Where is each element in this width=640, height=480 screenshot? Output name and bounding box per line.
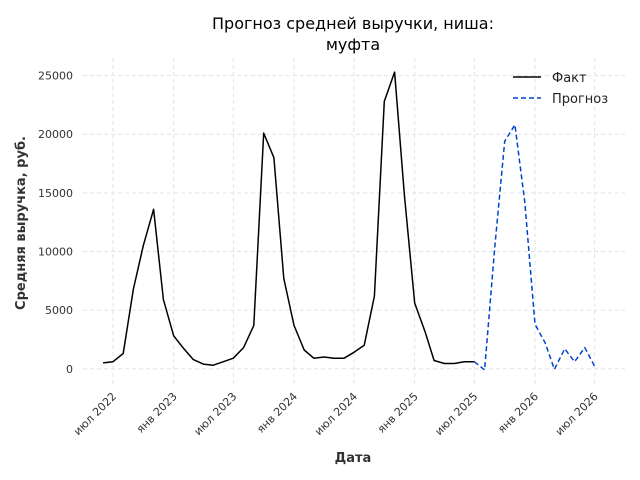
x-axis-label: Дата (335, 451, 372, 466)
x-tick-label: янв 2023 (134, 390, 180, 436)
y-tick-label: 25000 (38, 70, 73, 83)
x-tick-label: июл 2025 (432, 390, 480, 438)
x-axis-ticks: июл 2022 янв 2023 июл 2023 янв 2024 июл 2024… (71, 390, 601, 438)
x-tick-label: янв 2026 (495, 390, 541, 436)
y-tick-label: 0 (66, 363, 73, 376)
series-line-forecast (473, 124, 596, 371)
grid (83, 58, 625, 384)
y-tick-label: 5000 (45, 304, 73, 317)
y-tick-label: 20000 (38, 128, 73, 141)
y-tick-label: 10000 (38, 245, 73, 258)
y-axis-ticks: 0 5000 10000 15000 20000 25000 (38, 70, 73, 376)
series-line-fact (103, 71, 475, 366)
x-tick-label: янв 2024 (254, 390, 300, 436)
legend-label-forecast: Прогноз (552, 92, 608, 107)
chart-title-line-1: Прогноз средней выручки, ниша: (212, 14, 494, 33)
x-tick-label: июл 2023 (191, 390, 239, 438)
x-tick-label: июл 2022 (71, 390, 119, 438)
legend: Факт Прогноз (513, 71, 608, 107)
series-layer (103, 71, 596, 371)
x-tick-label: июл 2026 (553, 390, 601, 438)
y-axis-label: Средняя выручка, руб. (14, 136, 29, 310)
y-tick-label: 15000 (38, 187, 73, 200)
x-tick-label: июл 2024 (312, 390, 360, 438)
legend-label-fact: Факт (552, 71, 587, 86)
x-tick-label: янв 2025 (375, 390, 421, 436)
chart-title-line-2: муфта (326, 35, 380, 54)
